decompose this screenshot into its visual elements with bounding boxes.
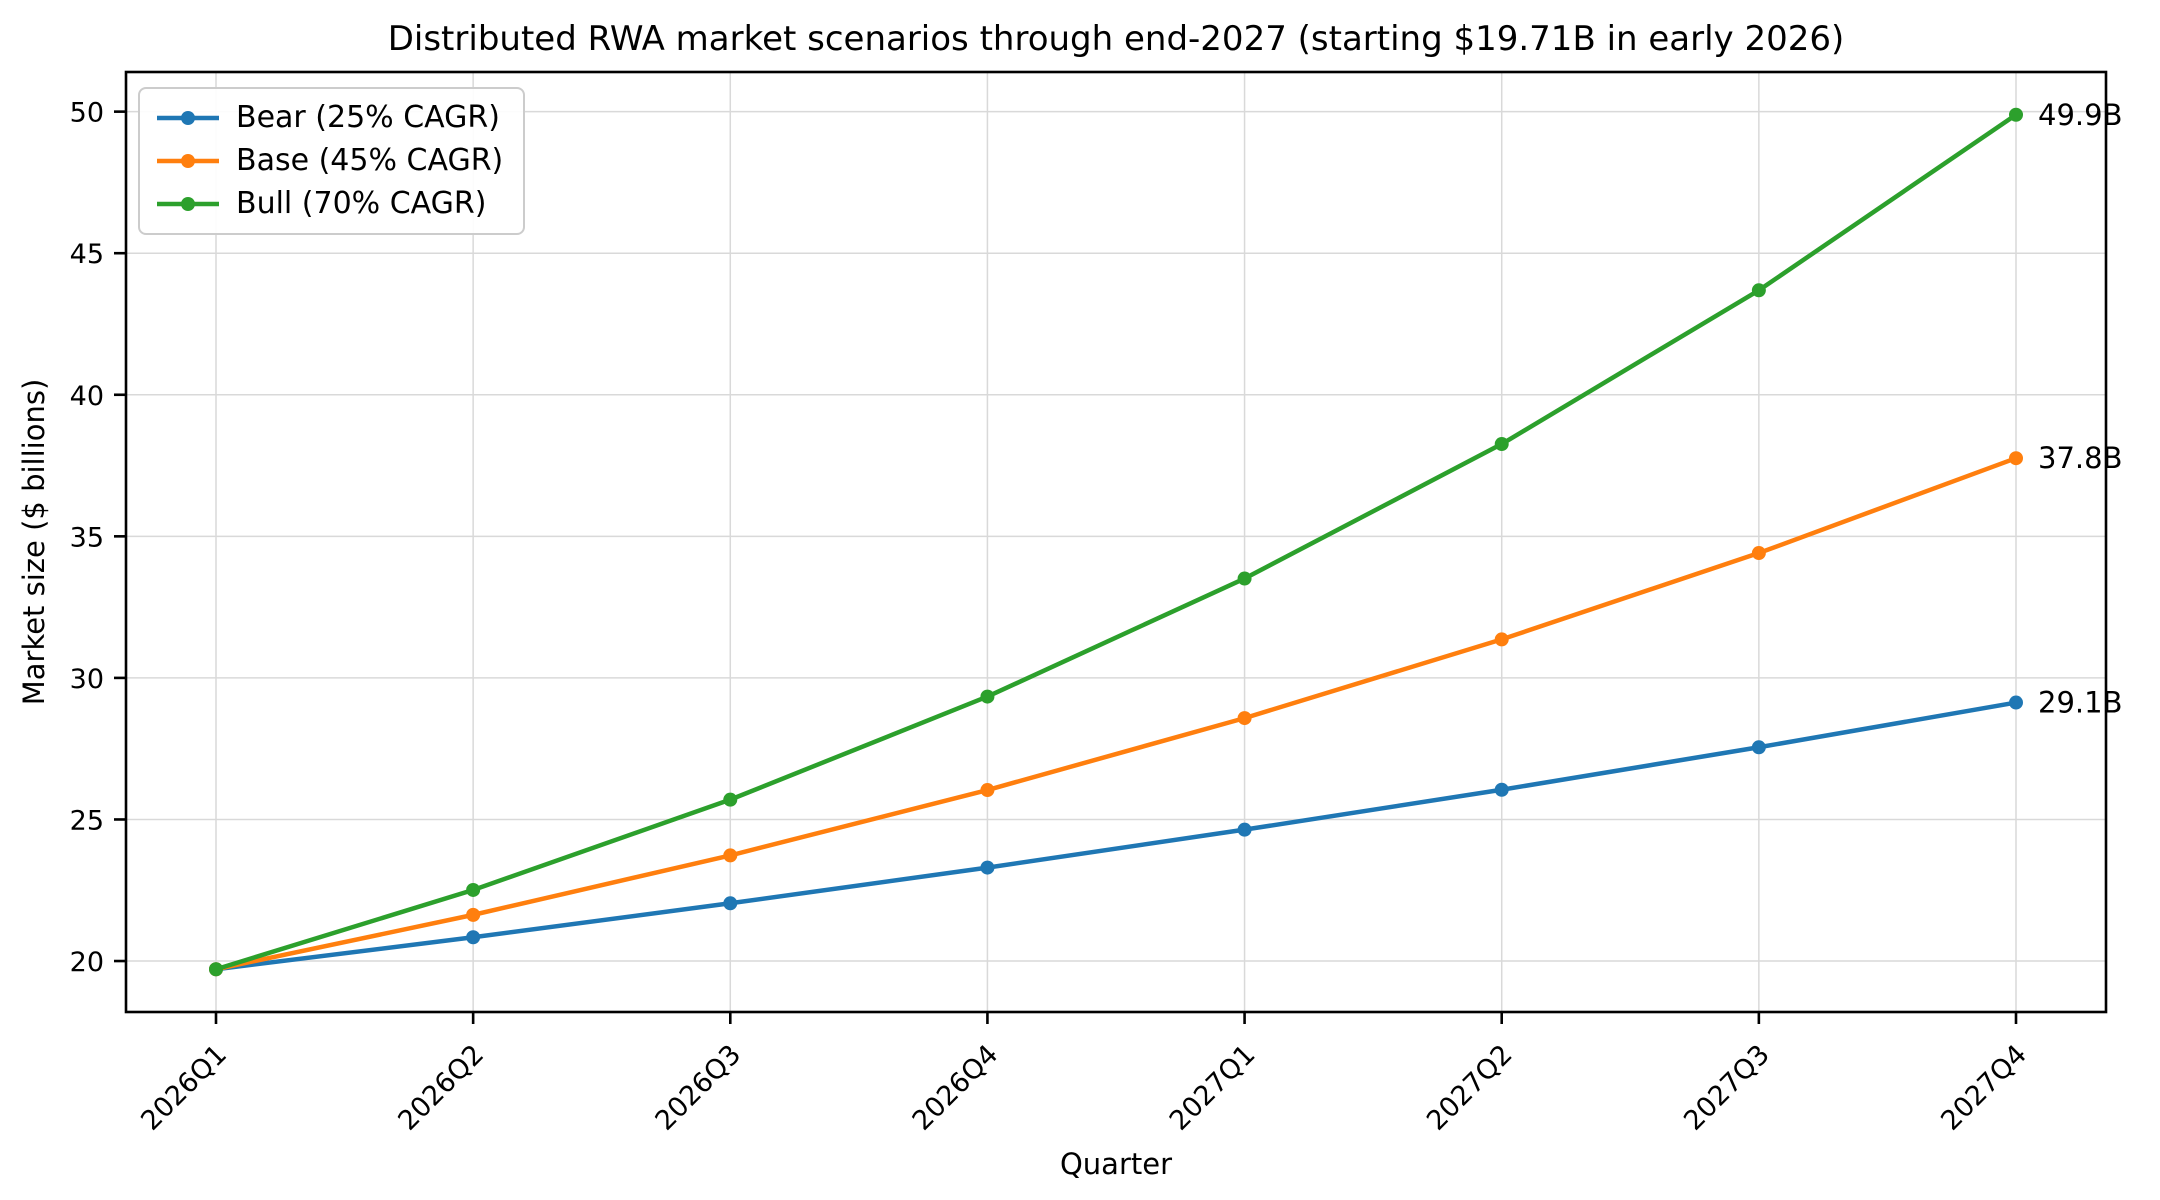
legend-dot bbox=[181, 197, 195, 211]
legend-item-bull: Bull (70% CAGR) bbox=[155, 187, 503, 221]
y-tick-label: 40 bbox=[70, 381, 104, 412]
data-point-bull bbox=[466, 882, 481, 897]
end-value-label-bear: 29.1B bbox=[2038, 686, 2122, 720]
y-axis-label: Market size ($ billions) bbox=[17, 379, 51, 706]
grid-layer bbox=[126, 72, 2106, 1012]
x-tick-label: 2027Q4 bbox=[1935, 1039, 2033, 1137]
y-tick-label: 30 bbox=[70, 664, 104, 695]
data-point-bear bbox=[466, 930, 481, 945]
legend-dot bbox=[181, 111, 195, 125]
legend-label-bull: Bull (70% CAGR) bbox=[236, 186, 487, 221]
x-tick-label: 2027Q3 bbox=[1678, 1039, 1776, 1137]
data-point-base bbox=[466, 907, 481, 922]
y-tick-label: 20 bbox=[70, 947, 104, 978]
legend-label-base: Base (45% CAGR) bbox=[236, 143, 504, 178]
data-point-base bbox=[1751, 546, 1766, 561]
y-tick-label: 25 bbox=[70, 805, 104, 836]
series-layer bbox=[209, 107, 2023, 977]
series-line-bull bbox=[213, 112, 2019, 972]
series-line-bear bbox=[213, 700, 2019, 972]
y-tick-label: 35 bbox=[70, 522, 104, 553]
data-point-base bbox=[1494, 632, 1509, 647]
data-point-bull bbox=[209, 962, 223, 977]
legend-label-bear: Bear (25% CAGR) bbox=[236, 100, 500, 135]
legend-marker-bear bbox=[157, 111, 219, 125]
data-point-bull bbox=[1237, 571, 1252, 586]
y-tick-label: 45 bbox=[70, 239, 104, 270]
data-point-bear bbox=[1751, 740, 1766, 755]
annotation-layer: 29.1B 37.8B 49.9B bbox=[2038, 98, 2122, 720]
y-tick-label: 50 bbox=[70, 98, 104, 129]
x-axis-label: Quarter bbox=[1060, 1147, 1172, 1181]
data-point-bull bbox=[723, 792, 738, 807]
x-tick-label: 2027Q1 bbox=[1164, 1039, 1262, 1137]
chart-title: Distributed RWA market scenarios through… bbox=[388, 19, 1845, 59]
data-point-bear bbox=[1237, 822, 1252, 837]
x-tick-label: 2026Q2 bbox=[392, 1039, 490, 1137]
series-line-base bbox=[213, 455, 2019, 972]
legend-marker-base bbox=[157, 154, 219, 168]
data-point-base bbox=[1237, 711, 1252, 726]
data-point-bull bbox=[980, 689, 995, 704]
data-point-bear bbox=[1494, 782, 1509, 797]
plot-border bbox=[124, 70, 2108, 1014]
data-point-bull bbox=[1494, 437, 1509, 452]
legend-item-base: Base (45% CAGR) bbox=[155, 144, 503, 178]
legend-item-bear: Bear (25% CAGR) bbox=[155, 101, 503, 135]
legend: Bear (25% CAGR) Base (45% CAGR) Bull (70% … bbox=[138, 87, 526, 235]
legend-dot bbox=[181, 154, 195, 168]
end-value-label-bull: 49.9B bbox=[2038, 98, 2122, 132]
legend-marker-bull bbox=[157, 197, 219, 211]
data-point-base bbox=[723, 848, 738, 863]
x-tick-label: 2026Q1 bbox=[135, 1039, 233, 1137]
data-point-base bbox=[980, 783, 995, 798]
x-tick-label: 2026Q3 bbox=[650, 1039, 748, 1137]
end-value-label-base: 37.8B bbox=[2038, 441, 2122, 475]
data-point-bear bbox=[980, 860, 995, 875]
x-tick-label: 2026Q4 bbox=[907, 1039, 1005, 1137]
x-tick-label: 2027Q2 bbox=[1421, 1039, 1519, 1137]
data-point-bear bbox=[723, 896, 738, 911]
data-point-bull bbox=[2009, 107, 2023, 122]
data-point-bull bbox=[1751, 283, 1766, 298]
data-point-bear bbox=[2009, 695, 2023, 710]
data-point-base bbox=[2009, 451, 2023, 466]
